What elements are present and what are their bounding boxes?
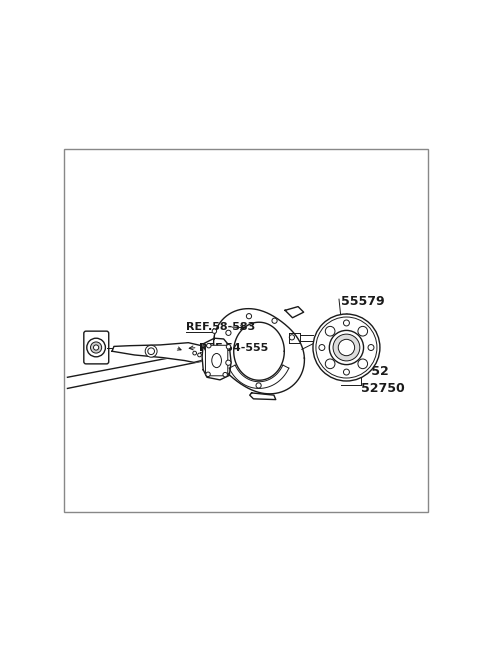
FancyBboxPatch shape [84,331,109,364]
Circle shape [344,314,349,319]
Polygon shape [250,393,276,400]
Circle shape [329,330,363,365]
Circle shape [223,373,228,377]
Circle shape [319,345,325,350]
Polygon shape [214,309,304,394]
Circle shape [368,345,374,350]
Circle shape [325,326,335,336]
Circle shape [206,372,210,377]
FancyBboxPatch shape [205,345,228,376]
Circle shape [145,345,157,357]
Circle shape [358,359,368,369]
Text: 55579: 55579 [341,295,384,307]
Circle shape [344,320,349,326]
Polygon shape [285,307,304,318]
Circle shape [206,343,211,348]
Ellipse shape [212,354,221,367]
Text: REF.54-555: REF.54-555 [200,343,269,352]
Text: 52752: 52752 [345,365,388,378]
Circle shape [344,369,349,375]
Text: 52750: 52750 [361,382,405,395]
Circle shape [358,326,368,336]
Circle shape [193,351,196,355]
Circle shape [338,339,355,356]
Circle shape [316,317,377,378]
Circle shape [91,342,102,353]
Circle shape [148,348,155,354]
Circle shape [256,383,261,388]
Circle shape [272,318,277,324]
Circle shape [246,314,252,319]
Circle shape [226,360,231,365]
Circle shape [94,345,99,350]
Circle shape [313,314,380,381]
Circle shape [333,334,360,361]
Circle shape [87,338,106,357]
Circle shape [325,359,335,369]
Circle shape [198,353,202,357]
Circle shape [226,330,231,335]
Polygon shape [112,343,207,362]
Polygon shape [202,338,231,380]
Circle shape [212,329,216,333]
Circle shape [226,345,231,349]
Circle shape [289,335,295,340]
Text: REF.58-583: REF.58-583 [186,322,256,332]
